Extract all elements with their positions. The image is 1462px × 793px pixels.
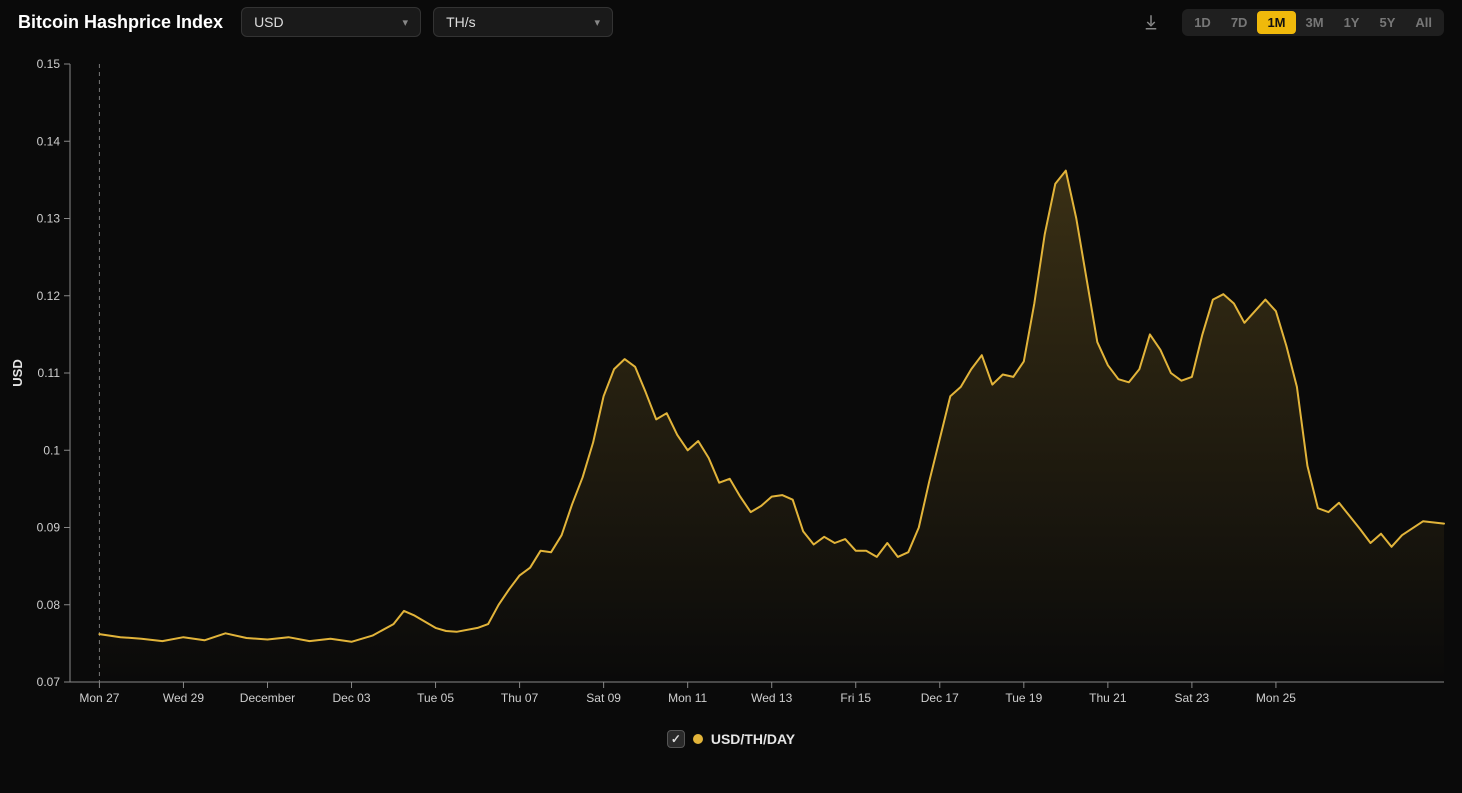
- toolbar: Bitcoin Hashprice Index USD ▾ TH/s ▾ 1D7…: [0, 0, 1462, 44]
- legend-color-dot: [693, 734, 703, 744]
- currency-select[interactable]: USD ▾: [241, 7, 421, 37]
- chart-container: 0.07 0.08 0.09 0.1 0.11 0.12 0.13 0.14 0.15 USD Mo…: [0, 44, 1462, 754]
- range-btn-all[interactable]: All: [1405, 11, 1442, 34]
- svg-text:USD: USD: [10, 359, 25, 386]
- svg-text:Wed 29: Wed 29: [163, 691, 204, 705]
- currency-select-value: USD: [254, 14, 284, 30]
- range-btn-5y[interactable]: 5Y: [1369, 11, 1405, 34]
- hashprice-chart: 0.07 0.08 0.09 0.1 0.11 0.12 0.13 0.14 0.15 USD Mo…: [0, 44, 1462, 754]
- svg-text:0.14: 0.14: [37, 134, 61, 148]
- page-title: Bitcoin Hashprice Index: [18, 12, 223, 33]
- range-btn-1d[interactable]: 1D: [1184, 11, 1221, 34]
- svg-text:0.13: 0.13: [37, 212, 61, 226]
- svg-text:Sat 09: Sat 09: [586, 691, 621, 705]
- svg-text:Dec 17: Dec 17: [921, 691, 959, 705]
- svg-text:Wed 13: Wed 13: [751, 691, 792, 705]
- download-icon: [1142, 13, 1160, 31]
- legend-label: USD/TH/DAY: [711, 731, 795, 747]
- svg-text:December: December: [240, 691, 295, 705]
- time-range-group: 1D7D1M3M1Y5YAll: [1182, 9, 1444, 36]
- svg-text:0.1: 0.1: [43, 443, 60, 457]
- legend: ✓ USD/TH/DAY: [0, 730, 1462, 748]
- range-btn-1m[interactable]: 1M: [1257, 11, 1295, 34]
- range-btn-1y[interactable]: 1Y: [1334, 11, 1370, 34]
- svg-text:0.11: 0.11: [38, 366, 61, 380]
- svg-text:Mon 11: Mon 11: [668, 691, 707, 705]
- svg-text:0.07: 0.07: [37, 675, 61, 689]
- svg-text:Thu 07: Thu 07: [501, 691, 539, 705]
- svg-text:0.09: 0.09: [37, 521, 61, 535]
- unit-select[interactable]: TH/s ▾: [433, 7, 613, 37]
- unit-select-value: TH/s: [446, 14, 476, 30]
- svg-text:Sat 23: Sat 23: [1175, 691, 1210, 705]
- svg-text:Tue 19: Tue 19: [1005, 691, 1042, 705]
- legend-checkbox[interactable]: ✓: [667, 730, 685, 748]
- chevron-down-icon: ▾: [595, 16, 601, 29]
- download-button[interactable]: [1138, 9, 1164, 35]
- range-btn-7d[interactable]: 7D: [1221, 11, 1258, 34]
- svg-text:0.08: 0.08: [37, 598, 61, 612]
- chevron-down-icon: ▾: [403, 16, 409, 29]
- svg-text:0.15: 0.15: [37, 57, 61, 71]
- svg-text:Fri 15: Fri 15: [840, 691, 871, 705]
- svg-text:0.12: 0.12: [37, 289, 61, 303]
- svg-text:Thu 21: Thu 21: [1089, 691, 1127, 705]
- svg-text:Dec 03: Dec 03: [333, 691, 371, 705]
- svg-text:Mon 27: Mon 27: [79, 691, 119, 705]
- svg-text:Tue 05: Tue 05: [417, 691, 454, 705]
- svg-text:Mon 25: Mon 25: [1256, 691, 1296, 705]
- range-btn-3m[interactable]: 3M: [1296, 11, 1334, 34]
